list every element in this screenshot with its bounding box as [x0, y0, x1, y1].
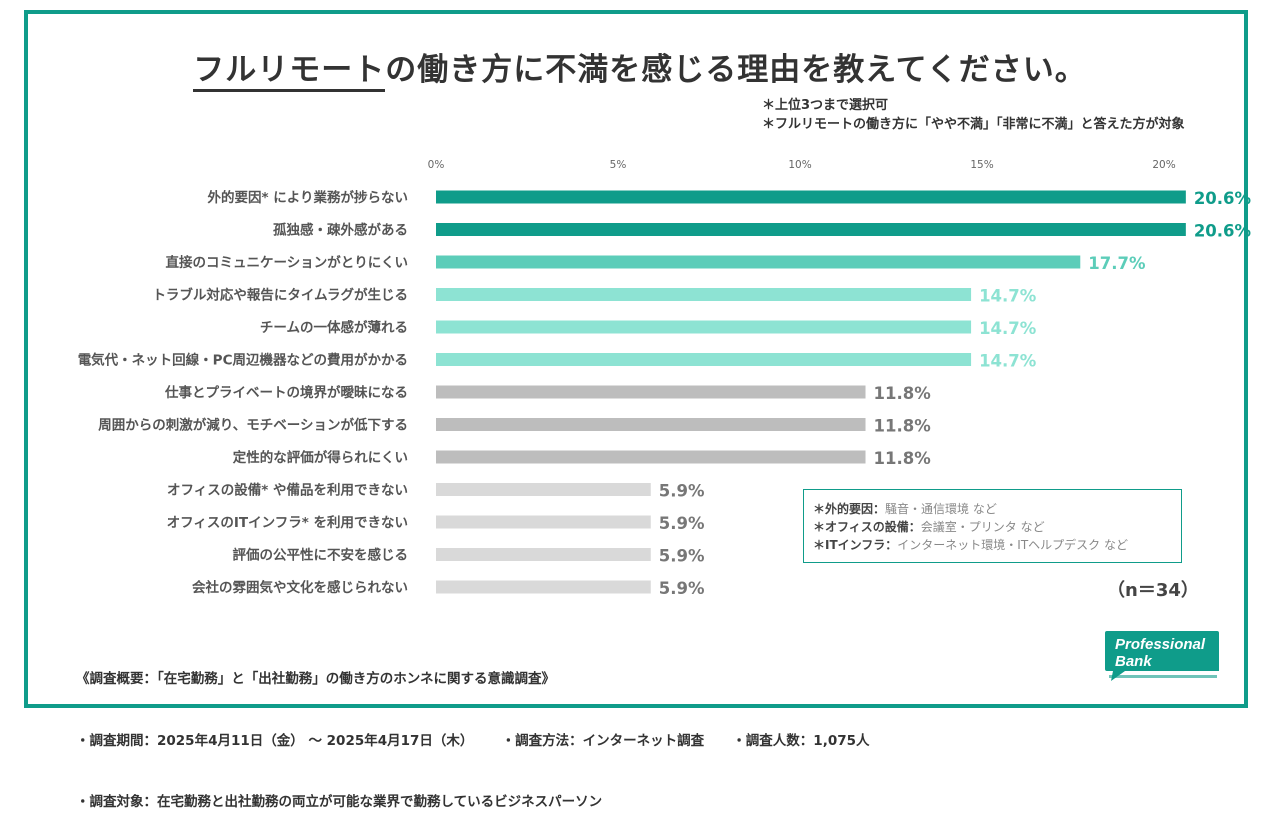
- professional-bank-logo: Professional Bank: [1105, 631, 1219, 681]
- x-tick-label: 20%: [1152, 159, 1175, 171]
- value-label: 11.8%: [874, 384, 932, 403]
- value-label: 17.7%: [1088, 254, 1146, 273]
- title-highlight: フルリモート: [193, 52, 386, 92]
- definitions-box: ＊外的要因：騒音・通信環境 など ＊オフィスの設備：会議室・プリンタ など ＊I…: [803, 489, 1182, 563]
- bar: [436, 385, 866, 399]
- value-label: 14.7%: [979, 352, 1037, 371]
- svg-text:Bank: Bank: [1115, 653, 1152, 670]
- bar: [436, 548, 651, 561]
- value-label: 20.6%: [1194, 189, 1252, 208]
- bar: [436, 418, 866, 431]
- category-label: 仕事とプライベートの境界が曖昧になる: [164, 384, 408, 401]
- svg-text:Professional: Professional: [1115, 636, 1206, 653]
- title-rest: の働き方に不満を感じる理由を教えてください。: [385, 52, 1087, 88]
- survey-method: ・調査方法：インターネット調査: [501, 732, 705, 749]
- slide-frame: [24, 10, 1248, 708]
- category-label: 電気代・ネット回線・PC周辺機器などの費用がかかる: [78, 352, 408, 369]
- category-label: トラブル対応や報告にタイムラグが生じる: [152, 287, 408, 304]
- note-selection: ＊上位3つまで選択可: [762, 98, 889, 113]
- page-title: フルリモートの働き方に不満を感じる理由を教えてください。: [0, 44, 1280, 92]
- value-label: 20.6%: [1194, 222, 1252, 241]
- category-label: 外的要因* により業務が捗らない: [208, 189, 409, 206]
- bar: [436, 483, 651, 496]
- category-label: チームの一体感が薄れる: [260, 319, 408, 336]
- category-label: オフィスのITインフラ* を利用できない: [167, 514, 408, 531]
- bar: [436, 450, 866, 464]
- survey-count: ・調査人数：1,075人: [732, 732, 870, 749]
- bar: [436, 223, 1186, 236]
- x-tick-label: 5%: [610, 159, 627, 171]
- category-label: 孤独感・疎外感がある: [273, 222, 408, 239]
- bar: [436, 320, 972, 334]
- survey-period: ・調査期間：2025年4月11日（金） ～ 2025年4月17日（木）: [76, 732, 474, 749]
- definition-row: ＊外的要因：騒音・通信環境 など: [813, 502, 997, 516]
- survey-overview: 《調査概要：「在宅勤務」と「出社勤務」の働き方のホンネに関する意識調査》 ・調査…: [76, 628, 870, 833]
- bar: [436, 353, 972, 366]
- value-label: 11.8%: [874, 417, 932, 436]
- category-label: 定性的な評価が得られにくい: [233, 449, 408, 466]
- bar-chart: 0% 5% 10% 15% 20% 外的要因* により業務が捗らない 20.6% 孤独感・疎外…: [78, 159, 1252, 598]
- category-label: 会社の雰囲気や文化を感じられない: [192, 579, 408, 596]
- chart-notes: ＊上位3つまで選択可 ＊フルリモートの働き方に「やや不満」「非常に不満」と答えた…: [762, 96, 1185, 134]
- value-label: 11.8%: [874, 449, 932, 468]
- note-target: ＊フルリモートの働き方に「やや不満」「非常に不満」と答えた方が対象: [762, 117, 1185, 132]
- bar: [436, 515, 651, 529]
- category-label: 評価の公平性に不安を感じる: [233, 547, 409, 564]
- bar: [436, 288, 972, 301]
- value-label: 5.9%: [659, 482, 705, 501]
- x-tick-label: 0%: [428, 159, 445, 171]
- definition-row: ＊オフィスの設備：会議室・プリンタ など: [813, 520, 1045, 534]
- survey-heading: 《調査概要：「在宅勤務」と「出社勤務」の働き方のホンネに関する意識調査》: [76, 671, 555, 687]
- survey-target: ・調査対象：在宅勤務と出社勤務の両立が可能な業界で勤務しているビジネスパーソン: [76, 794, 603, 810]
- value-label: 5.9%: [659, 547, 705, 566]
- bar: [436, 255, 1081, 269]
- sample-size: （n＝34）: [1107, 580, 1199, 601]
- x-tick-label: 10%: [788, 159, 811, 171]
- value-label: 14.7%: [979, 287, 1037, 306]
- category-label: オフィスの設備* や備品を利用できない: [167, 482, 408, 499]
- definition-row: ＊ITインフラ：インターネット環境・ITヘルプデスク など: [813, 538, 1128, 552]
- value-label: 14.7%: [979, 319, 1037, 338]
- value-label: 5.9%: [659, 579, 705, 598]
- bar: [436, 190, 1186, 204]
- category-label: 周囲からの刺激が減り、モチベーションが低下する: [98, 417, 408, 434]
- value-label: 5.9%: [659, 514, 705, 533]
- category-label: 直接のコミュニケーションがとりにくい: [166, 254, 408, 271]
- x-tick-label: 15%: [970, 159, 993, 171]
- bar: [436, 580, 651, 594]
- survey-details-row: ・調査期間：2025年4月11日（金） ～ 2025年4月17日（木） ・調査方…: [76, 731, 870, 752]
